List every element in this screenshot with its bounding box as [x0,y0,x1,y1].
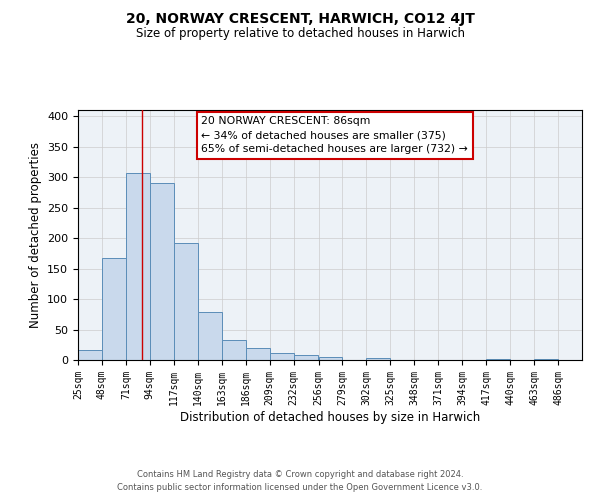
Text: Contains HM Land Registry data © Crown copyright and database right 2024.: Contains HM Land Registry data © Crown c… [137,470,463,479]
Bar [102,258,126,360]
Bar [293,355,317,360]
Text: 20 NORWAY CRESCENT: 86sqm
← 34% of detached houses are smaller (375)
65% of semi: 20 NORWAY CRESCENT: 86sqm ← 34% of detac… [202,116,468,154]
Bar [174,243,198,360]
Bar [367,358,391,360]
Y-axis label: Number of detached properties: Number of detached properties [29,142,41,328]
Bar [222,340,245,360]
Text: 20, NORWAY CRESCENT, HARWICH, CO12 4JT: 20, NORWAY CRESCENT, HARWICH, CO12 4JT [125,12,475,26]
Bar [150,183,174,360]
Bar [486,359,510,360]
Bar [269,354,293,360]
Text: Size of property relative to detached houses in Harwich: Size of property relative to detached ho… [136,28,464,40]
X-axis label: Distribution of detached houses by size in Harwich: Distribution of detached houses by size … [180,410,480,424]
Bar [126,173,150,360]
Bar [245,348,269,360]
Bar [78,350,102,360]
Text: Contains public sector information licensed under the Open Government Licence v3: Contains public sector information licen… [118,484,482,492]
Bar [198,312,222,360]
Bar [319,357,343,360]
